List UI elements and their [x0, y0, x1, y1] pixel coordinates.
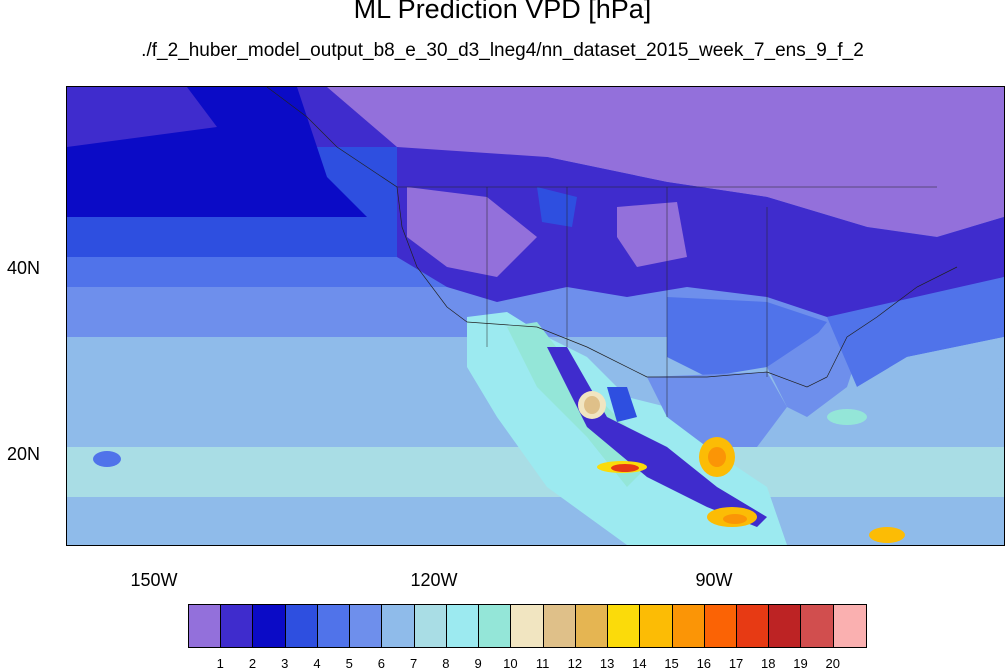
vpd-map — [66, 86, 1005, 546]
colorbar-label: 15 — [664, 656, 679, 671]
colorbar-label: 12 — [567, 656, 583, 671]
colorbar-legend — [188, 604, 867, 648]
lon-label-90w: 90W — [695, 570, 733, 590]
colorbar-label: 14 — [632, 656, 647, 671]
colorbar-label: 13 — [599, 656, 615, 671]
colorbar-label: 11 — [535, 656, 550, 671]
colorbar-label: 6 — [377, 656, 386, 671]
colorbar-label: 16 — [696, 656, 712, 671]
colorbar-swatch — [414, 605, 447, 647]
colorbar-swatch — [446, 605, 480, 647]
colorbar-swatch — [317, 605, 351, 647]
colorbar-swatch — [640, 605, 673, 647]
colorbar-swatch — [769, 605, 802, 647]
lon-label-150w: 150W — [130, 570, 178, 590]
colorbar-swatch — [479, 605, 512, 647]
colorbar-swatch — [736, 605, 770, 647]
colorbar-swatch — [543, 605, 576, 647]
colorbar-swatch — [672, 605, 705, 647]
colorbar-label: 4 — [313, 656, 321, 671]
colorbar-label: 7 — [410, 656, 418, 671]
colorbar-label: 9 — [474, 656, 482, 671]
colorbar-label: 1 — [216, 656, 224, 671]
lat-label-20n: 20N — [6, 444, 40, 464]
colorbar-swatch — [350, 605, 383, 647]
colorbar-label: 19 — [793, 656, 808, 671]
colorbar-swatch — [575, 605, 609, 647]
colorbar-label: 17 — [728, 656, 744, 671]
map-subtitle: ./f_2_huber_model_output_b8_e_30_d3_lneg… — [141, 40, 864, 61]
colorbar-swatch — [221, 605, 254, 647]
colorbar-label: 8 — [442, 656, 450, 671]
colorbar-swatch — [253, 605, 286, 647]
lat-label-40n: 40N — [6, 258, 40, 278]
colorbar-swatch — [801, 605, 834, 647]
colorbar-swatch — [285, 605, 318, 647]
colorbar-label: 2 — [248, 656, 257, 671]
colorbar-swatch — [704, 605, 737, 647]
colorbar-label: 5 — [345, 656, 353, 671]
colorbar-label: 3 — [281, 656, 289, 671]
colorbar-swatch — [189, 605, 222, 647]
colorbar-label: 10 — [503, 656, 518, 671]
colorbar-swatch — [382, 605, 415, 647]
colorbar-label: 20 — [825, 656, 840, 671]
colorbar-label: 18 — [761, 656, 776, 671]
colorbar-swatch — [511, 605, 544, 647]
vpd-contour-field — [67, 87, 1004, 545]
map-title: ML Prediction VPD [hPa] — [353, 0, 652, 24]
colorbar-swatch — [833, 605, 866, 647]
lon-label-120w: 120W — [410, 570, 458, 590]
colorbar-swatch — [608, 605, 641, 647]
